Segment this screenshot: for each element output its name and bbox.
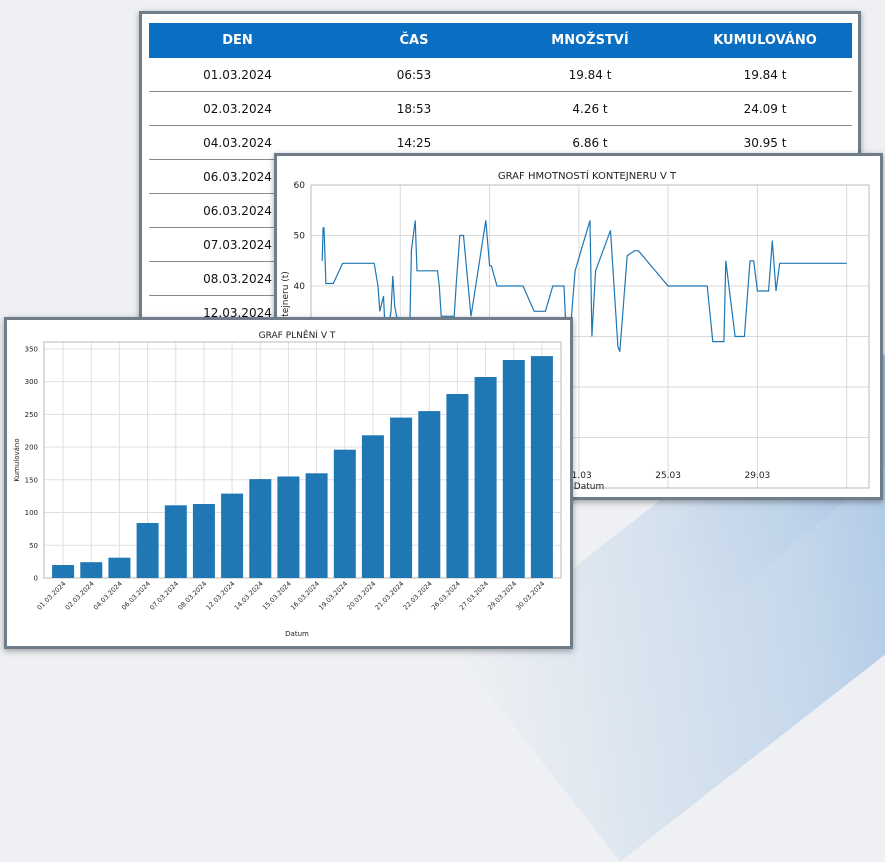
bar	[277, 476, 300, 578]
table-row: 01.03.2024 06:53 19.84 t 19.84 t	[149, 58, 852, 92]
y-tick-label: 250	[25, 411, 38, 419]
bar	[333, 449, 356, 578]
x-axis-label: Datum	[574, 482, 604, 492]
y-tick-label: 200	[25, 444, 38, 452]
chart-title: GRAF HMOTNOSTÍ KONTEJNERU V T	[498, 169, 677, 182]
bar	[80, 562, 103, 578]
cell-time: 06:53	[326, 58, 502, 92]
cell-time: 18:53	[326, 91, 502, 126]
y-tick-label: 150	[25, 476, 38, 484]
y-axis-label: tejneru (t)	[281, 271, 291, 317]
bar	[136, 523, 159, 578]
cell-amount: 4.26 t	[502, 91, 678, 126]
bar	[52, 565, 75, 578]
table-row: 02.03.2024 18:53 4.26 t 24.09 t	[149, 91, 852, 126]
cell-amount: 19.84 t	[502, 58, 678, 92]
bar	[418, 411, 441, 578]
bar	[108, 557, 131, 578]
column-header-day: DEN	[149, 23, 326, 58]
cumulative-fill-chart: GRAF PLNĚNÍ V T 05010015020025030035001.…	[7, 320, 570, 646]
y-tick-label: 0	[34, 575, 38, 583]
x-tick-label: 25.03	[655, 471, 681, 481]
column-header-amount: MNOŽSTVÍ	[502, 23, 678, 58]
y-tick-label: 50	[29, 542, 38, 550]
x-axis-label: Datum	[285, 630, 309, 638]
cell-cumulative: 19.84 t	[678, 58, 852, 92]
y-tick-label: 100	[25, 509, 38, 517]
x-tick-label: 21.03	[566, 471, 592, 481]
column-header-time: ČAS	[326, 23, 502, 58]
chart-title: GRAF PLNĚNÍ V T	[259, 329, 336, 341]
y-tick-label: 40	[294, 282, 306, 292]
bar	[305, 473, 328, 578]
cell-day: 02.03.2024	[149, 91, 326, 126]
bar	[249, 479, 272, 578]
y-tick-label: 350	[25, 345, 38, 353]
y-axis-label: Kumulováno	[13, 438, 21, 481]
y-tick-label: 50	[294, 232, 306, 242]
bar	[192, 504, 215, 578]
column-header-cumulative: KUMULOVÁNO	[678, 23, 852, 58]
y-tick-label: 300	[25, 378, 38, 386]
bar	[474, 377, 497, 578]
bar	[502, 360, 525, 578]
bar	[361, 435, 384, 578]
y-tick-label: 60	[294, 181, 306, 191]
bar	[164, 505, 187, 578]
bar	[446, 394, 469, 578]
cell-day: 01.03.2024	[149, 58, 326, 92]
plot-frame	[43, 341, 562, 579]
x-tick-label: 29.03	[745, 471, 771, 481]
bar	[221, 493, 244, 578]
cell-cumulative: 24.09 t	[678, 91, 852, 126]
bar	[390, 417, 413, 578]
table-header-row: DEN ČAS MNOŽSTVÍ KUMULOVÁNO	[149, 23, 852, 58]
bar-chart-panel: GRAF PLNĚNÍ V T 0 50 100 150 200 250 300 350 01.…	[4, 317, 573, 649]
bar	[530, 356, 553, 578]
